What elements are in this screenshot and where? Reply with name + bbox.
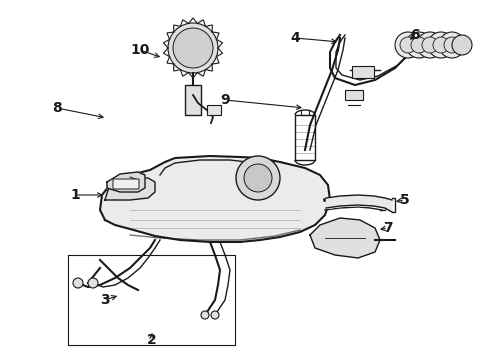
Text: 10: 10	[130, 43, 149, 57]
Circle shape	[173, 28, 213, 68]
Circle shape	[417, 32, 443, 58]
Polygon shape	[310, 218, 380, 258]
Text: 6: 6	[410, 28, 420, 42]
Text: 7: 7	[383, 221, 393, 235]
Circle shape	[395, 32, 421, 58]
Circle shape	[422, 37, 438, 53]
Text: 1: 1	[70, 188, 80, 202]
Circle shape	[411, 37, 427, 53]
Bar	[352, 66, 374, 78]
Text: 3: 3	[100, 293, 110, 307]
Polygon shape	[100, 156, 330, 242]
Bar	[207, 105, 221, 115]
Circle shape	[439, 32, 465, 58]
Circle shape	[433, 37, 449, 53]
Circle shape	[236, 156, 280, 200]
Circle shape	[406, 32, 432, 58]
FancyBboxPatch shape	[113, 179, 139, 189]
Text: 5: 5	[400, 193, 410, 207]
Text: 8: 8	[52, 101, 62, 115]
Circle shape	[201, 311, 209, 319]
Text: 9: 9	[220, 93, 230, 107]
Circle shape	[452, 35, 472, 55]
Bar	[345, 90, 363, 100]
Circle shape	[244, 164, 272, 192]
Polygon shape	[105, 178, 155, 200]
Circle shape	[400, 37, 416, 53]
Circle shape	[211, 311, 219, 319]
Circle shape	[73, 278, 83, 288]
Circle shape	[88, 278, 98, 288]
Circle shape	[444, 37, 460, 53]
Circle shape	[428, 32, 454, 58]
Text: 4: 4	[290, 31, 300, 45]
Text: 2: 2	[147, 333, 157, 347]
Bar	[185, 85, 201, 115]
Circle shape	[168, 23, 218, 73]
Polygon shape	[107, 172, 145, 192]
